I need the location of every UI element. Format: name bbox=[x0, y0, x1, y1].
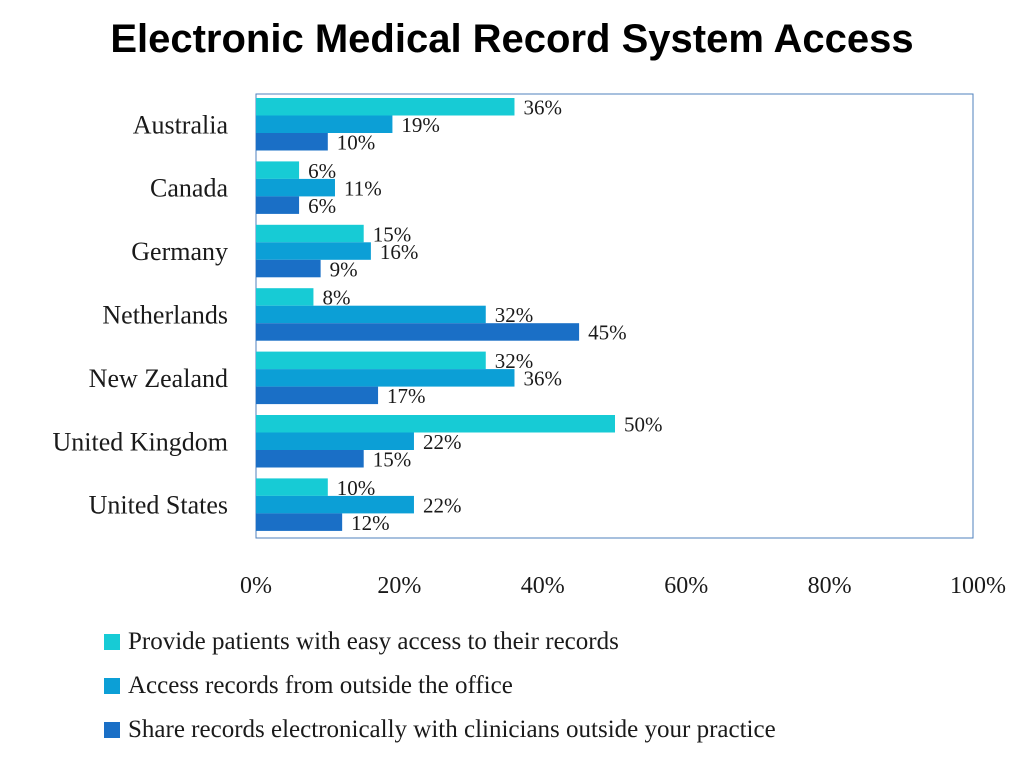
legend-item: Provide patients with easy access to the… bbox=[104, 620, 1004, 664]
x-tick-label: 60% bbox=[664, 573, 708, 599]
bars bbox=[256, 98, 615, 531]
legend-swatch bbox=[104, 678, 120, 694]
bar bbox=[256, 259, 321, 278]
legend-label: Access records from outside the office bbox=[128, 672, 513, 699]
bar bbox=[256, 133, 328, 151]
data-label: 17% bbox=[387, 384, 426, 408]
legend-item: Access records from outside the office bbox=[104, 664, 1004, 708]
legend-label: Provide patients with easy access to the… bbox=[128, 628, 619, 655]
data-label: 6% bbox=[308, 194, 336, 218]
data-label: 19% bbox=[401, 113, 440, 137]
category-labels: Australia Canada Germany Netherlands New Zea… bbox=[53, 110, 229, 519]
x-tick-label: 80% bbox=[808, 573, 852, 599]
legend-label: Share records electronically with clinic… bbox=[128, 716, 776, 743]
data-label: 36% bbox=[523, 96, 562, 120]
x-tick-label: 20% bbox=[377, 573, 421, 599]
data-label: 36% bbox=[523, 367, 562, 391]
data-label: 22% bbox=[423, 493, 462, 517]
bar bbox=[256, 288, 314, 306]
x-tick-label: 100% bbox=[950, 573, 1006, 599]
data-label: 50% bbox=[624, 413, 663, 437]
legend-item: Share records electronically with clinic… bbox=[104, 708, 1004, 752]
data-label: 32% bbox=[495, 303, 534, 327]
data-label: 32% bbox=[495, 349, 534, 373]
bar bbox=[256, 115, 393, 133]
bar bbox=[256, 478, 328, 496]
legend-swatch bbox=[104, 634, 120, 650]
category-label: United Kingdom bbox=[53, 427, 229, 456]
data-label: 11% bbox=[344, 176, 382, 200]
bar bbox=[256, 386, 379, 405]
bar bbox=[256, 369, 515, 387]
data-label: 15% bbox=[373, 448, 412, 472]
bar bbox=[256, 242, 371, 260]
bar bbox=[256, 178, 335, 197]
data-label: 45% bbox=[588, 321, 627, 345]
bar bbox=[256, 513, 343, 531]
legend: Provide patients with easy access to the… bbox=[104, 620, 1004, 752]
data-label: 6% bbox=[308, 159, 336, 183]
bar bbox=[256, 351, 486, 370]
bar bbox=[256, 495, 414, 514]
category-label: Canada bbox=[150, 174, 228, 203]
page-title: Electronic Medical Record System Access bbox=[110, 17, 914, 61]
data-label: 10% bbox=[337, 476, 376, 500]
bar bbox=[256, 98, 515, 116]
data-label: 16% bbox=[380, 240, 419, 264]
bar bbox=[256, 305, 486, 324]
data-label: 9% bbox=[330, 257, 358, 281]
category-label: Germany bbox=[131, 237, 228, 266]
bar bbox=[256, 323, 580, 341]
bar bbox=[256, 415, 615, 433]
category-label: Australia bbox=[133, 110, 229, 139]
data-label: 15% bbox=[373, 222, 412, 246]
bar bbox=[256, 450, 364, 468]
data-label: 10% bbox=[337, 131, 376, 155]
bar bbox=[256, 432, 414, 450]
x-axis-tick-labels: 0% 20% 40% 60% 80% 100% bbox=[240, 573, 1006, 599]
legend-swatch bbox=[104, 722, 120, 738]
bar bbox=[256, 224, 364, 243]
bar bbox=[256, 161, 300, 179]
bar bbox=[256, 196, 300, 214]
category-label: United States bbox=[89, 491, 228, 520]
data-label: 8% bbox=[322, 286, 350, 310]
x-tick-label: 40% bbox=[521, 573, 565, 599]
category-label: Netherlands bbox=[102, 300, 228, 329]
x-tick-label: 0% bbox=[240, 573, 272, 599]
data-label: 22% bbox=[423, 430, 462, 454]
data-label: 12% bbox=[351, 511, 390, 535]
data-labels: 36%19%10%6%11%6%15%16%9%8%32%45%32%36%17… bbox=[308, 96, 662, 535]
category-label: New Zealand bbox=[89, 364, 228, 393]
